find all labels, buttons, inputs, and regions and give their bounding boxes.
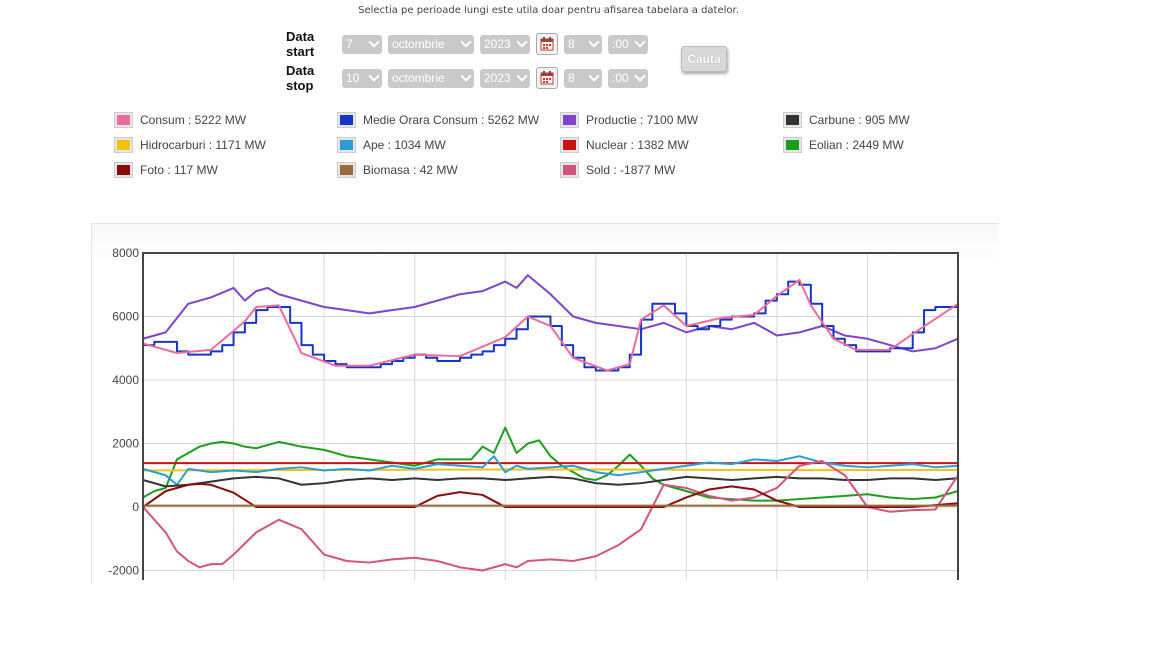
start-hour-value: 8 [568, 37, 575, 51]
legend-swatch [783, 137, 802, 153]
start-day-select[interactable]: 7 [342, 34, 382, 54]
series-line-productie [143, 274, 958, 353]
legend-item-eolian[interactable]: Eolian : 2449 MW [783, 137, 904, 153]
stop-calendar-button[interactable] [536, 67, 558, 89]
legend-item-ape[interactable]: Ape : 1034 MW [337, 137, 446, 153]
y-axis-ticks: 8000 6000 4000 2000 0 -2000 [108, 246, 139, 578]
series-line-consum [143, 278, 958, 372]
series-line-eolian [143, 426, 958, 502]
date-stop-row: Data stop 10 octombrie 2023 8 :00 [286, 63, 654, 93]
y-tick-label: -2000 [108, 564, 139, 578]
start-day-value: 7 [346, 37, 353, 51]
start-month-select[interactable]: octombrie [388, 34, 474, 54]
series-line-foto [143, 482, 958, 508]
y-tick-label: 2000 [112, 437, 139, 451]
series-line-ape [143, 455, 958, 486]
legend-swatch [114, 162, 133, 178]
series-line-carbune [143, 475, 958, 488]
legend-item-carbune[interactable]: Carbune : 905 MW [783, 112, 910, 128]
start-minute-value: :00 [612, 37, 629, 51]
legend-item-consum[interactable]: Consum : 5222 MW [114, 112, 247, 128]
legend-swatch [114, 112, 133, 128]
start-month-value: octombrie [392, 37, 445, 51]
period-note: Selectia pe perioade lungi este utila do… [358, 5, 739, 16]
y-tick-label: 0 [132, 500, 139, 514]
legend-item-productie[interactable]: Productie : 7100 MW [560, 112, 699, 128]
legend-swatch [337, 137, 356, 153]
stop-year-select[interactable]: 2023 [480, 68, 530, 88]
legend-swatch [337, 162, 356, 178]
stop-hour-value: 8 [568, 71, 575, 85]
y-tick-label: 8000 [112, 246, 139, 260]
y-tick-label: 4000 [112, 373, 139, 387]
legend-item-biomasa[interactable]: Biomasa : 42 MW [337, 162, 458, 178]
stop-minute-value: :00 [612, 71, 629, 85]
stop-day-select[interactable]: 10 [342, 68, 382, 88]
legend-label: Consum : 5222 MW [140, 113, 247, 127]
legend-item-sold[interactable]: Sold : -1877 MW [560, 162, 676, 178]
legend-label: Biomasa : 42 MW [363, 163, 458, 177]
calendar-icon [540, 71, 554, 85]
start-year-select[interactable]: 2023 [480, 34, 530, 54]
chart-panel [91, 223, 999, 584]
legend-swatch [114, 137, 133, 153]
stop-day-value: 10 [346, 71, 360, 85]
legend-label: Productie : 7100 MW [586, 113, 699, 127]
start-year-value: 2023 [484, 37, 511, 51]
date-start-row: Data start 7 octombrie 2023 8 :00 [286, 29, 654, 59]
plot-frame [142, 252, 959, 580]
legend-label: Sold : -1877 MW [586, 163, 676, 177]
legend-label: Medie Orara Consum : 5262 MW [363, 113, 540, 127]
legend-label: Nuclear : 1382 MW [586, 138, 689, 152]
legend-label: Eolian : 2449 MW [809, 138, 904, 152]
series-line-medie-orara-consum [143, 280, 958, 372]
legend-swatch [783, 112, 802, 128]
legend-item-nuclear[interactable]: Nuclear : 1382 MW [560, 137, 689, 153]
legend-label: Foto : 117 MW [140, 163, 218, 177]
search-button[interactable]: Cauta [681, 46, 727, 72]
start-minute-select[interactable]: :00 [608, 34, 648, 54]
date-stop-label: Data stop [286, 63, 315, 93]
legend-label: Hidrocarburi : 1171 MW [140, 138, 266, 152]
legend-swatch [337, 112, 356, 128]
legend-label: Ape : 1034 MW [363, 138, 446, 152]
chart-grid [143, 252, 958, 580]
calendar-icon [540, 37, 554, 51]
legend-item-foto[interactable]: Foto : 117 MW [114, 162, 218, 178]
stop-year-value: 2023 [484, 71, 511, 85]
legend-swatch [560, 112, 579, 128]
stop-month-value: octombrie [392, 71, 445, 85]
y-tick-label: 6000 [112, 310, 139, 324]
legend-swatch [560, 137, 579, 153]
stop-hour-select[interactable]: 8 [564, 68, 602, 88]
stop-minute-select[interactable]: :00 [608, 68, 648, 88]
start-hour-select[interactable]: 8 [564, 34, 602, 54]
series-line-sold [143, 459, 958, 572]
chart-series [143, 274, 958, 572]
legend-label: Carbune : 905 MW [809, 113, 910, 127]
stop-month-select[interactable]: octombrie [388, 68, 474, 88]
legend-swatch [560, 162, 579, 178]
legend-item-medie-orara-consum[interactable]: Medie Orara Consum : 5262 MW [337, 112, 540, 128]
date-start-label: Data start [286, 29, 315, 59]
start-calendar-button[interactable] [536, 33, 558, 55]
legend-item-hidrocarburi[interactable]: Hidrocarburi : 1171 MW [114, 137, 266, 153]
